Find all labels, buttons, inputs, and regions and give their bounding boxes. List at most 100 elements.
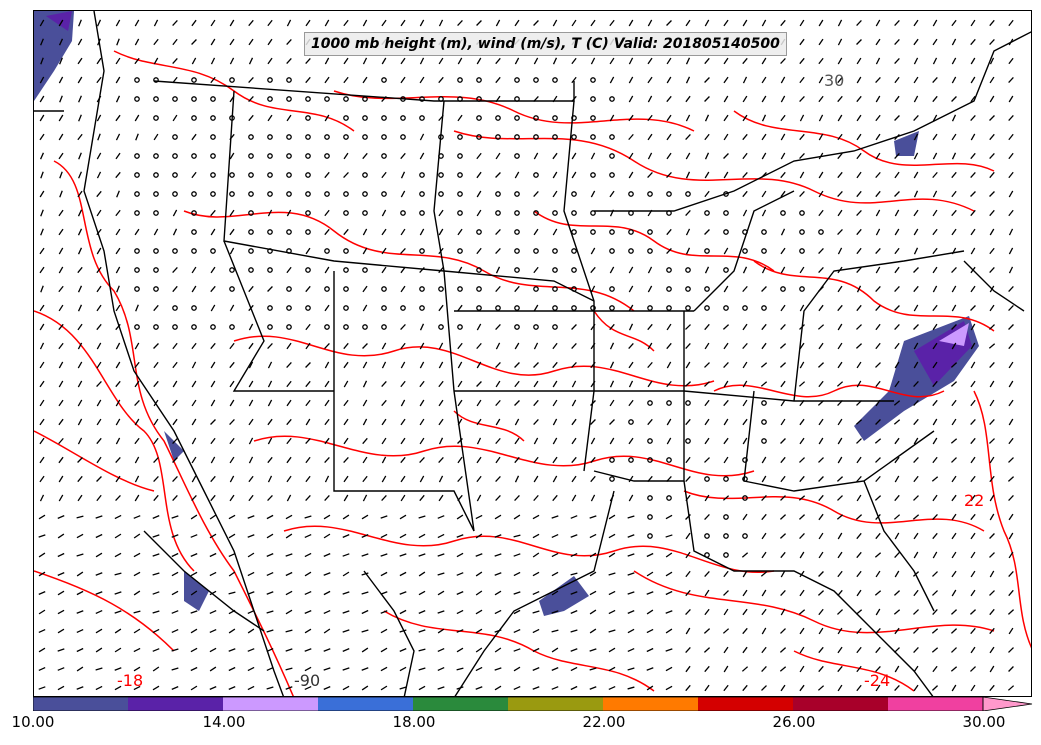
wind-barb (761, 323, 767, 331)
wind-barb (951, 570, 957, 578)
wind-barb (837, 342, 843, 350)
wind-barb (1007, 685, 1015, 691)
wind-barb (742, 418, 748, 426)
wind-barb (418, 553, 426, 557)
wind-barb (96, 228, 102, 236)
wind-barb (666, 228, 672, 236)
calm-marker (305, 172, 311, 178)
wind-barb (342, 591, 350, 595)
wind-barb (305, 323, 311, 331)
wind-barb (951, 228, 957, 236)
calm-marker (419, 305, 425, 311)
wind-barb (989, 608, 995, 616)
wind-barb (77, 457, 83, 463)
wind-barb (817, 685, 825, 691)
calm-marker (400, 134, 406, 140)
calm-marker (419, 191, 425, 197)
wind-barb (798, 495, 806, 501)
wind-barb (875, 190, 881, 198)
wind-barb (513, 685, 521, 691)
calm-marker (533, 210, 539, 216)
wind-barb (951, 38, 957, 46)
calm-marker (343, 134, 349, 140)
wind-barb (913, 589, 919, 597)
wind-barb (1008, 171, 1014, 179)
wind-barb (818, 532, 824, 540)
wind-barb (229, 95, 235, 103)
wind-barb (304, 666, 312, 672)
wind-barb (970, 646, 976, 654)
wind-barb (380, 666, 388, 672)
wind-barb (513, 591, 521, 595)
calm-marker (343, 115, 349, 121)
wind-barb (247, 515, 255, 519)
colorbar-segment (888, 697, 983, 711)
wind-barb (286, 38, 292, 46)
wind-barb (304, 515, 312, 519)
wind-barb (438, 304, 444, 312)
wind-barb (115, 418, 121, 426)
wind-barb (418, 648, 426, 652)
wind-barb (400, 152, 406, 160)
calm-marker (685, 191, 691, 197)
wind-barb (77, 418, 83, 426)
wind-barb (437, 686, 445, 690)
wind-barb (780, 589, 786, 597)
calm-marker (438, 96, 444, 102)
wind-barb (324, 19, 330, 27)
wind-barb (818, 551, 824, 559)
wind-barb (191, 494, 197, 502)
wind-barb (362, 76, 368, 84)
wind-barb (608, 514, 616, 520)
wind-barb (361, 591, 369, 595)
wind-barb (761, 209, 767, 217)
wind-barb (323, 609, 331, 615)
wind-barb (39, 323, 45, 331)
wind-barb (590, 19, 596, 27)
wind-barb (324, 76, 330, 84)
wind-barb (210, 456, 216, 464)
calm-marker (571, 286, 577, 292)
wind-barb (514, 19, 520, 27)
wind-barb (190, 553, 198, 557)
wind-barb (228, 648, 236, 652)
wind-barb (457, 475, 463, 483)
wind-barb (78, 19, 82, 27)
calm-marker (438, 324, 444, 330)
wind-barb (894, 266, 900, 274)
wind-barb (38, 686, 46, 690)
wind-barb (817, 590, 825, 596)
wind-barb (77, 380, 83, 388)
wind-barb (305, 285, 311, 293)
wind-barb (989, 133, 995, 141)
wind-barb (932, 190, 938, 198)
wind-barb (58, 76, 64, 84)
wind-barb (780, 171, 786, 179)
calm-marker (191, 305, 197, 311)
wind-barb (1008, 627, 1014, 635)
wind-barb (856, 438, 862, 444)
wind-barb (590, 190, 596, 198)
wind-barb (304, 571, 312, 577)
wind-barb (571, 494, 577, 502)
wind-barb (666, 418, 672, 426)
wind-barb (114, 591, 122, 595)
wind-barb (685, 324, 691, 330)
calm-marker (571, 229, 577, 235)
wind-barb (285, 648, 293, 652)
wind-barb (380, 515, 388, 519)
wind-barb (304, 648, 312, 652)
wind-barb (951, 551, 957, 559)
wind-barb (837, 495, 843, 501)
colorbar-segment (793, 697, 888, 711)
wind-barb (799, 57, 805, 65)
wind-barb (570, 534, 578, 538)
calm-marker (647, 400, 653, 406)
calm-marker (571, 305, 577, 311)
wind-barb (267, 361, 273, 369)
wind-barb (229, 342, 235, 350)
wind-barb (210, 380, 216, 388)
wind-barb (894, 342, 900, 350)
wind-barb (38, 591, 46, 595)
wind-barb (95, 628, 103, 634)
